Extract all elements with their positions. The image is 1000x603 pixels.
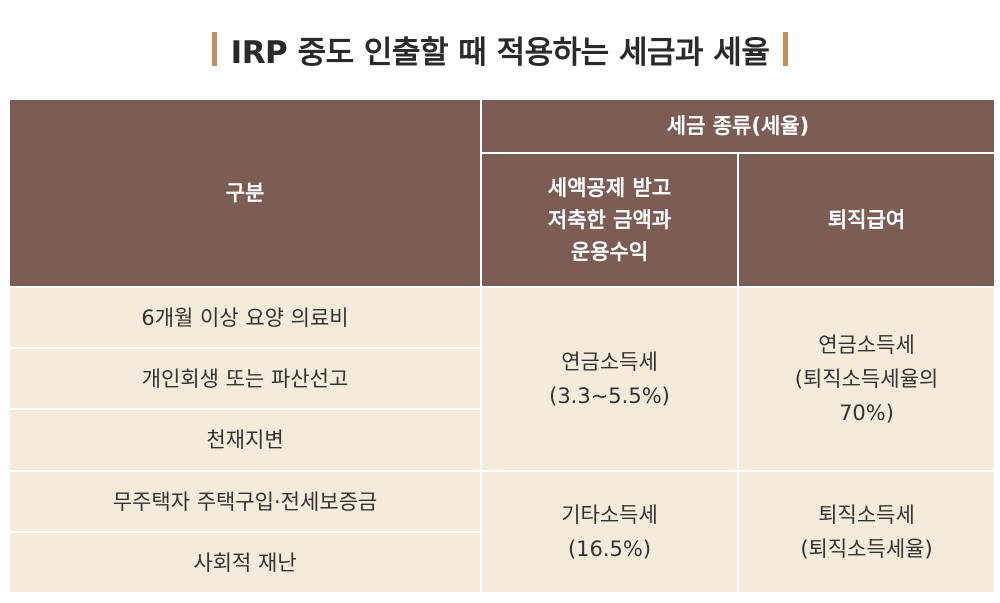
header-category: 구분 (8, 98, 482, 288)
row-category: 무주택자 주택구입·전세보증금 (8, 470, 482, 533)
row-category: 사회적 재난 (8, 531, 482, 594)
group2-col2-line: 퇴직소득세 (818, 503, 915, 527)
group1-col2-line: 70%) (839, 401, 894, 425)
header-tax-type: 세금 종류(세율) (480, 98, 996, 154)
row-category: 천재지변 (8, 408, 482, 472)
title-accent-right (783, 32, 789, 66)
tax-table: 구분 세금 종류(세율) 세액공제 받고 저축한 금액과 운용수익 퇴직급여 6… (8, 98, 996, 594)
group1-col2: 연금소득세 (퇴직소득세율의 70%) (737, 286, 996, 472)
group2-col2-line: (퇴직소득세율) (800, 537, 933, 561)
page-title: IRP 중도 인출할 때 적용하는 세금과 세율 (230, 34, 770, 71)
group1-col1-line: (3.3~5.5%) (549, 384, 670, 408)
group1-col2-line: 연금소득세 (818, 333, 915, 357)
header-col1-line: 저축한 금액과 (547, 208, 672, 232)
group1-col1: 연금소득세 (3.3~5.5%) (480, 286, 739, 472)
group2-col2: 퇴직소득세 (퇴직소득세율) (737, 470, 996, 594)
group2-col1-line: (16.5%) (567, 537, 652, 561)
header-col1-line: 운용수익 (570, 240, 649, 264)
group2-col1: 기타소득세 (16.5%) (480, 470, 739, 594)
group2-col1-line: 기타소득세 (561, 503, 658, 527)
row-category: 6개월 이상 요양 의료비 (8, 286, 482, 349)
group1-col1-line: 연금소득세 (561, 350, 658, 374)
row-category: 개인회생 또는 파산선고 (8, 347, 482, 410)
header-col1-line: 세액공제 받고 (547, 176, 672, 200)
title-accent-left (211, 32, 217, 66)
header-col1: 세액공제 받고 저축한 금액과 운용수익 (480, 152, 739, 288)
title-area: IRP 중도 인출할 때 적용하는 세금과 세율 (0, 0, 1000, 98)
group1-col2-line: (퇴직소득세율의 (794, 367, 939, 391)
header-col2: 퇴직급여 (737, 152, 996, 288)
